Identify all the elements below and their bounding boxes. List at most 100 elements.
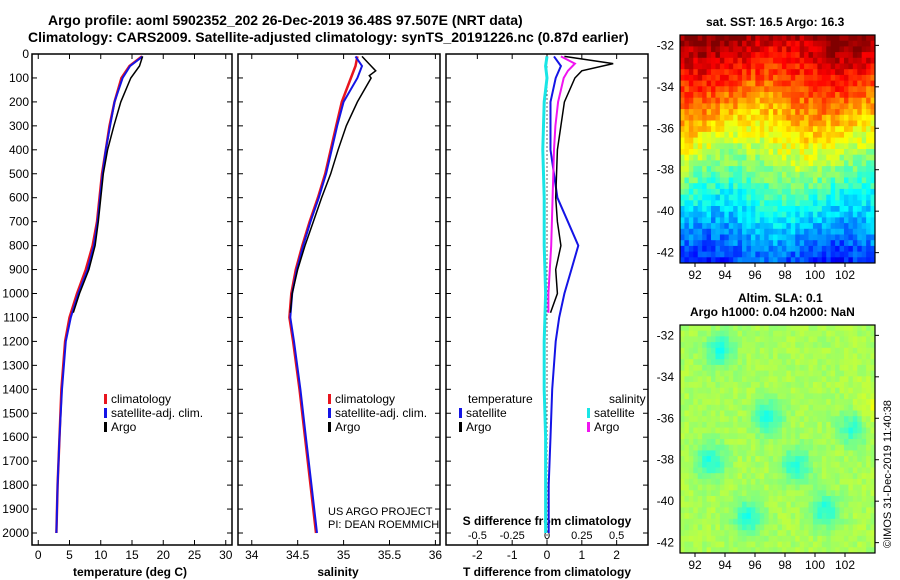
- map-cell: [728, 46, 734, 53]
- map-cell: [706, 251, 712, 258]
- map-cell: [839, 490, 845, 497]
- map-cell: [737, 63, 743, 70]
- map-cell: [830, 166, 836, 173]
- map-cell: [790, 376, 796, 383]
- map-cell: [848, 211, 854, 218]
- map-cell: [755, 240, 761, 247]
- map-cell: [706, 166, 712, 173]
- map-cell: [821, 507, 827, 514]
- map-cell: [852, 177, 858, 184]
- map-cell: [795, 330, 801, 337]
- map-cell: [857, 74, 863, 81]
- map-cell: [680, 473, 685, 480]
- map-cell: [719, 444, 725, 451]
- map-cell: [870, 80, 876, 87]
- map-cell: [795, 484, 801, 491]
- map-cell: [724, 342, 730, 349]
- map-cell: [866, 541, 871, 548]
- map-cell: [742, 69, 747, 76]
- map-cell: [715, 160, 721, 167]
- map-cell: [790, 387, 796, 394]
- map-cell: [755, 359, 761, 366]
- map-cell: [711, 234, 716, 241]
- map-cell: [706, 217, 712, 224]
- map-cell: [808, 393, 814, 400]
- map-cell: [830, 35, 836, 42]
- map-cell: [755, 347, 761, 354]
- map-cell: [804, 342, 809, 349]
- map-cell: [799, 421, 805, 428]
- map-cell: [728, 228, 734, 235]
- map-cell: [764, 228, 770, 235]
- map-cell: [702, 507, 707, 514]
- map-cell: [812, 336, 818, 343]
- map-cell: [830, 336, 836, 343]
- map-cell: [755, 183, 761, 190]
- map-cell: [768, 92, 774, 99]
- map-cell: [746, 149, 752, 156]
- map-cell: [702, 166, 707, 173]
- map-cell: [711, 490, 716, 497]
- map-cell: [861, 46, 867, 53]
- map-cell: [826, 478, 832, 485]
- map-cell: [688, 206, 694, 213]
- map-cell: [799, 507, 805, 514]
- map-cell: [808, 69, 814, 76]
- map-cell: [724, 450, 730, 457]
- map-cell: [861, 518, 867, 525]
- map-cell: [839, 143, 845, 150]
- map-cell: [715, 251, 721, 258]
- map-cell: [821, 421, 827, 428]
- map-cell: [764, 188, 770, 195]
- map-cell: [777, 251, 783, 258]
- map-cell: [808, 103, 814, 110]
- map-cell: [688, 496, 694, 503]
- map-cell: [835, 433, 840, 440]
- map-cell: [781, 547, 787, 554]
- map-cell: [799, 131, 805, 138]
- map-cell: [786, 120, 792, 127]
- map-cell: [764, 211, 770, 218]
- map-cell: [795, 63, 801, 70]
- map-cell: [786, 177, 792, 184]
- map-cell: [768, 364, 774, 371]
- map-cell: [715, 330, 721, 337]
- map-cell: [768, 52, 774, 59]
- map-cell: [866, 177, 871, 184]
- map-cell: [857, 63, 863, 70]
- map-cell: [680, 484, 685, 491]
- map-cell: [750, 501, 756, 508]
- series-line-salinity-satellite: [289, 55, 364, 534]
- depth-tick-label: 1800: [2, 478, 29, 492]
- map-cell: [835, 399, 840, 406]
- map-cell: [839, 86, 845, 93]
- map-cell: [702, 359, 707, 366]
- map-cell: [715, 86, 721, 93]
- map-cell: [697, 177, 703, 184]
- map-cell: [852, 439, 858, 446]
- map-cell: [737, 421, 743, 428]
- map-cell: [728, 410, 734, 417]
- map-cell: [799, 57, 805, 64]
- map-cell: [852, 86, 858, 93]
- map-cell: [724, 160, 730, 167]
- map-cell: [817, 433, 823, 440]
- map-cell: [786, 52, 792, 59]
- map-cell: [759, 217, 765, 224]
- map-cell: [843, 109, 849, 116]
- map-cell: [839, 342, 845, 349]
- map-cell: [790, 359, 796, 366]
- map-cell: [706, 330, 712, 337]
- map-cell: [755, 382, 761, 389]
- map-cell: [852, 240, 858, 247]
- map-cell: [781, 416, 787, 423]
- map-cell: [680, 69, 685, 76]
- map-cell: [843, 74, 849, 81]
- map-cell: [724, 228, 730, 235]
- map-cell: [702, 376, 707, 383]
- map-cell: [724, 200, 730, 207]
- map-cell: [857, 52, 863, 59]
- map-cell: [742, 92, 747, 99]
- map-cell: [799, 404, 805, 411]
- map-cell: [724, 444, 730, 451]
